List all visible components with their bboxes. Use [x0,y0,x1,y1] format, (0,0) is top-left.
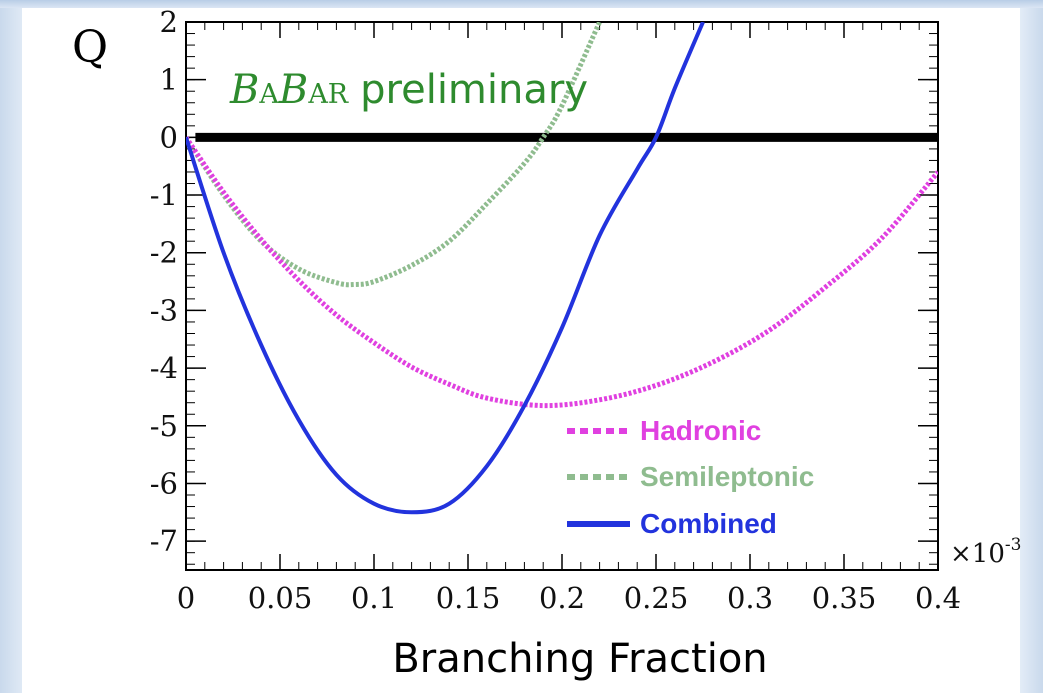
series-line-combined [186,22,705,515]
y-tick-label: -4 [150,351,178,385]
series-line-hadronic [186,135,938,409]
y-tick-labels: 2 1 0 -1 -2 -3 -4 -5 -6 -7 [150,5,178,558]
y-tick-label: -5 [150,409,178,443]
y-tick-label: -1 [150,178,178,212]
x-axis-title: Branching Fraction [392,636,767,682]
x-tick-label: 0.15 [436,581,501,615]
legend: Hadronic Semileptonic Combined [567,415,814,539]
y-tick-label: 1 [160,63,178,97]
babar-annotation: BABAR preliminary [229,67,588,113]
x-tick-labels: 0 0.05 0.1 0.15 0.2 0.25 0.3 0.35 0.4 [177,581,961,615]
x-tick-label: 0.2 [539,581,585,615]
axis-ticks [185,21,939,570]
x-tick-label: 0.3 [727,581,773,615]
x-tick-label: 0.05 [248,581,313,615]
y-tick-label: 2 [160,5,178,39]
y-axis-title: Q [72,22,108,73]
x-scale-multiplier: ×10-3 [950,535,1021,569]
x-tick-label: 0 [177,581,195,615]
y-tick-label: -3 [150,293,178,327]
series-layer [186,22,938,515]
legend-label-combined: Combined [640,508,777,539]
x-tick-label: 0.35 [812,581,877,615]
series-line-semileptonic [186,22,602,288]
y-tick-label: -7 [150,524,178,558]
x-tick-label: 0.1 [351,581,397,615]
y-tick-label: -6 [150,466,178,500]
annotation-text: BABAR preliminary [229,67,588,113]
x-tick-label: 0.25 [624,581,689,615]
legend-label-semileptonic: Semileptonic [640,461,814,492]
x-tick-label: 0.4 [915,581,961,615]
slide-top-band [0,0,1043,8]
y-tick-label: -2 [150,236,178,270]
legend-label-hadronic: Hadronic [640,415,761,446]
y-tick-label: 0 [160,120,178,154]
